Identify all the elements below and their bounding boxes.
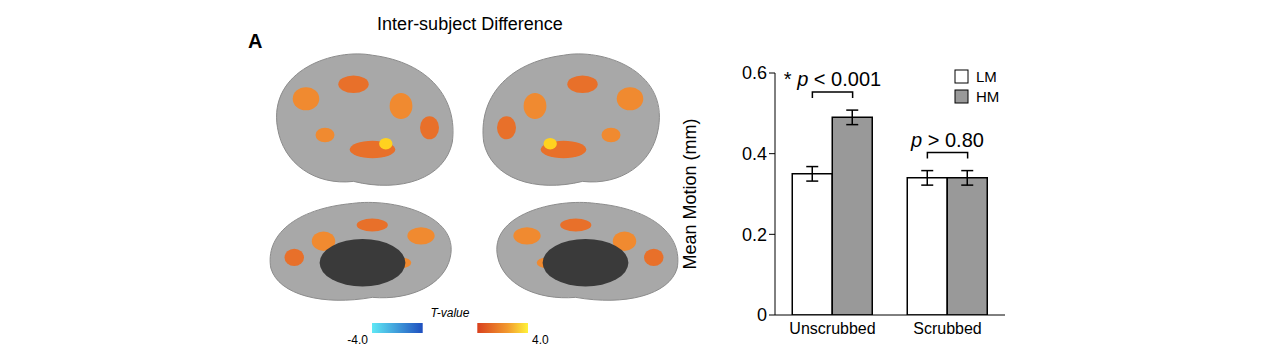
svg-text:LM: LM [976, 68, 997, 85]
svg-text:Scrubbed: Scrubbed [913, 320, 982, 337]
svg-text:0: 0 [757, 305, 767, 325]
svg-text:4.0: 4.0 [532, 333, 549, 347]
svg-text:p > 0.80: p > 0.80 [910, 129, 984, 151]
svg-text:HM: HM [976, 88, 999, 105]
svg-text:-4.0: -4.0 [347, 333, 368, 347]
svg-text:Mean Motion (mm): Mean Motion (mm) [680, 118, 700, 269]
svg-text:0.4: 0.4 [742, 144, 767, 164]
svg-text:T-value: T-value [431, 306, 470, 320]
svg-text:Inter-subject Difference: Inter-subject Difference [377, 14, 563, 34]
svg-text:0.2: 0.2 [742, 225, 767, 245]
svg-text:Unscrubbed: Unscrubbed [789, 320, 875, 337]
svg-text:0.6: 0.6 [742, 63, 767, 83]
svg-text:* p < 0.001: * p < 0.001 [784, 68, 881, 90]
svg-text:A: A [248, 30, 262, 52]
